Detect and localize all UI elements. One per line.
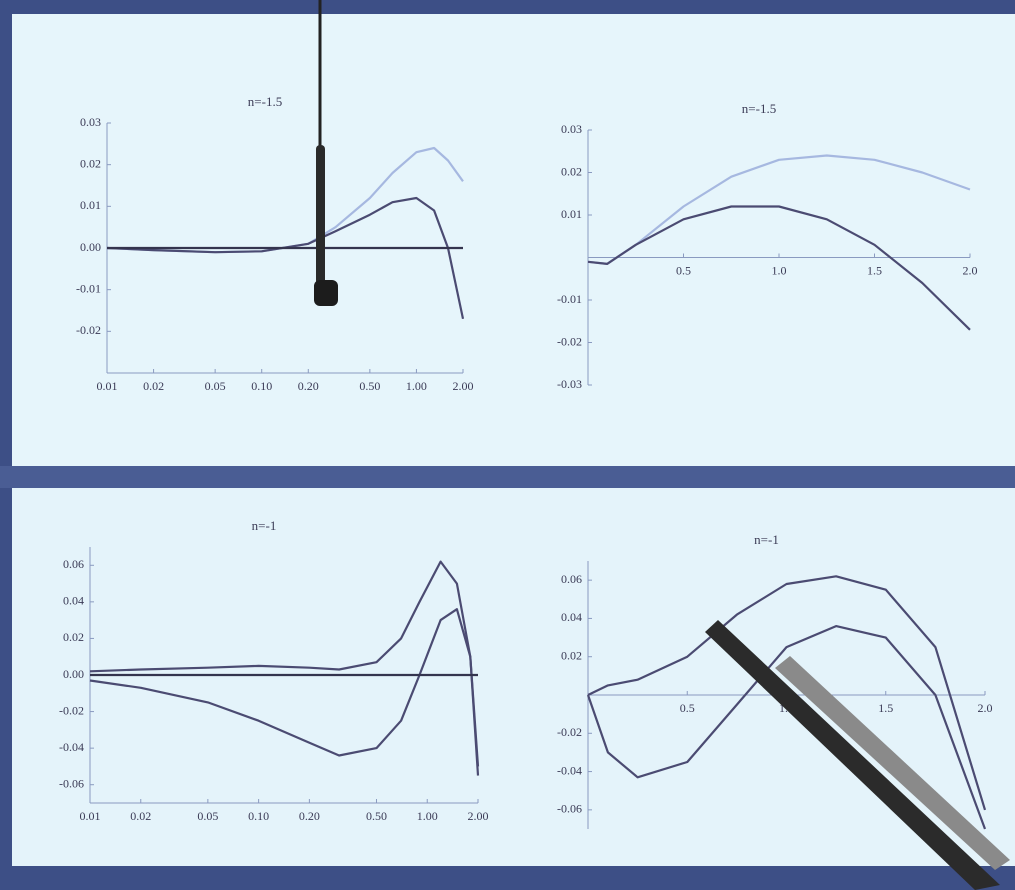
x-tick-label: 1.0 <box>772 263 787 277</box>
x-tick-label: 2.00 <box>468 809 489 823</box>
x-tick-label: 0.5 <box>680 701 695 715</box>
x-tick-label: 0.10 <box>248 809 269 823</box>
x-tick-label: 1.5 <box>867 263 882 277</box>
x-tick-label: 1.00 <box>417 809 438 823</box>
x-tick-label: 0.01 <box>80 809 101 823</box>
y-tick-label: 0.04 <box>63 594 84 608</box>
y-tick-label: -0.01 <box>557 292 582 306</box>
y-tick-label: -0.04 <box>557 763 582 777</box>
x-tick-label: 0.20 <box>298 379 319 393</box>
y-tick-label: 0.00 <box>63 667 84 681</box>
y-tick-label: 0.01 <box>561 207 582 221</box>
x-tick-label: 0.05 <box>205 379 226 393</box>
x-tick-label: 0.20 <box>299 809 320 823</box>
x-tick-label: 0.02 <box>143 379 164 393</box>
y-tick-label: -0.01 <box>76 281 101 295</box>
y-tick-label: -0.03 <box>557 377 582 391</box>
chart-title: n=-1 <box>252 518 277 533</box>
y-tick-label: -0.02 <box>557 725 582 739</box>
chart-title: n=-1 <box>754 532 779 547</box>
y-tick-label: -0.06 <box>557 802 582 816</box>
y-tick-label: -0.02 <box>76 323 101 337</box>
y-tick-label: 0.02 <box>561 648 582 662</box>
x-tick-label: 0.10 <box>251 379 272 393</box>
x-tick-label: 0.5 <box>676 263 691 277</box>
chart-title: n=-1.5 <box>742 101 776 116</box>
x-tick-label: 2.00 <box>453 379 474 393</box>
x-tick-label: 0.05 <box>197 809 218 823</box>
y-tick-label: 0.03 <box>561 122 582 136</box>
x-tick-label: 0.50 <box>366 809 387 823</box>
chart-title: n=-1.5 <box>248 94 282 109</box>
x-tick-label: 2.0 <box>978 701 993 715</box>
bottom-panel <box>12 488 1015 866</box>
y-tick-label: 0.04 <box>561 610 582 624</box>
y-tick-label: 0.02 <box>80 156 101 170</box>
y-tick-label: 0.01 <box>80 198 101 212</box>
y-tick-label: 0.06 <box>63 557 84 571</box>
y-tick-label: -0.04 <box>59 740 84 754</box>
panel-divider <box>0 466 1015 488</box>
x-tick-label: 0.01 <box>97 379 118 393</box>
projected-screen: n=-1.5 0.03 0.02 0.01 0.00 -0.01 -0.02 0.01 0.02… <box>0 0 1015 890</box>
y-tick-label: 0.06 <box>561 572 582 586</box>
y-tick-label: -0.02 <box>59 703 84 717</box>
x-tick-label: 1.00 <box>406 379 427 393</box>
y-tick-label: 0.02 <box>63 630 84 644</box>
x-tick-label: 0.02 <box>130 809 151 823</box>
y-tick-label: -0.02 <box>557 334 582 348</box>
x-tick-label: 1.5 <box>878 701 893 715</box>
x-tick-label: 0.50 <box>359 379 380 393</box>
y-tick-label: 0.02 <box>561 164 582 178</box>
y-tick-label: -0.06 <box>59 776 84 790</box>
y-tick-label: 0.03 <box>80 115 101 129</box>
x-tick-label: 2.0 <box>963 263 978 277</box>
y-tick-label: 0.00 <box>80 240 101 254</box>
